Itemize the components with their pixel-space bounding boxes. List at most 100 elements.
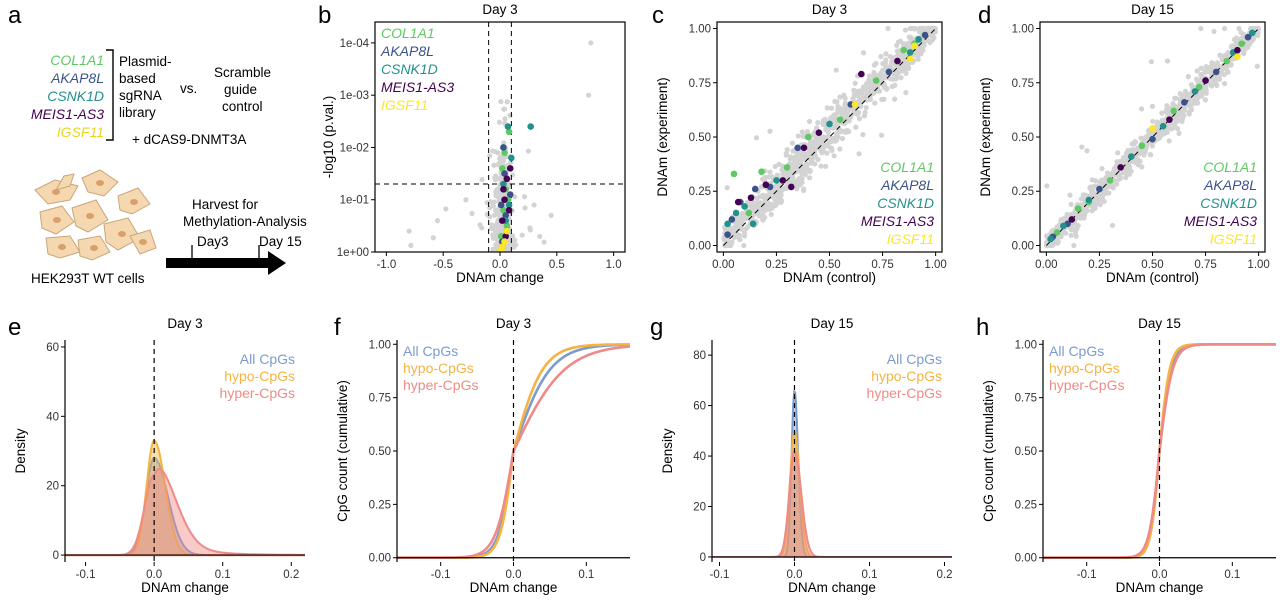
y-tick-label-c: 1.00 [689, 24, 711, 36]
background-point [812, 161, 818, 167]
x-tick-label-h: 0.0 [1152, 569, 1168, 581]
background-point [792, 160, 798, 166]
legend-item-akap8l: AKAP8L [1203, 177, 1257, 193]
background-point [1138, 106, 1145, 112]
background-point [866, 77, 872, 83]
background-point [1195, 100, 1201, 106]
background-point [1211, 63, 1217, 70]
data-point-csnk1d [773, 177, 780, 184]
y-axis-label-h: CpG count (cumulative) [981, 380, 996, 522]
background-point [908, 25, 914, 32]
data-point-csnk1d [1085, 196, 1093, 204]
x-tick-label-e: 0.2 [283, 569, 299, 581]
background-point [1160, 131, 1166, 137]
density-area-all-cpgs [712, 389, 952, 558]
y-tick-label-e: 20 [46, 481, 59, 493]
data-point-csnk1d [724, 220, 731, 228]
background-point [1176, 130, 1182, 136]
background-point [867, 85, 873, 91]
y-tick-label-d: 0.25 [1012, 186, 1034, 198]
background-point [1084, 148, 1090, 154]
series-b-igsf11 [497, 227, 511, 252]
background-point [734, 231, 741, 237]
data-point-csnk1d [500, 180, 507, 188]
background-point [469, 210, 475, 217]
data-point-col1a1 [1138, 142, 1146, 149]
background-point [488, 199, 494, 205]
background-point [789, 140, 796, 146]
background-point [832, 138, 838, 144]
data-point-akap8l [502, 212, 509, 219]
background-point [1070, 226, 1076, 232]
background-point [498, 98, 504, 105]
legend-item-hyper-cpgs: hyper-CpGs [867, 385, 942, 401]
y-tick-label-h: 0.00 [1015, 553, 1037, 565]
data-point-akap8l [501, 170, 508, 177]
background-point [739, 210, 746, 217]
background-point [1092, 195, 1098, 201]
legend-item-igsf11: IGSF11 [1210, 231, 1257, 247]
background-point [795, 152, 801, 159]
background-point [508, 159, 514, 166]
background-point [832, 98, 838, 104]
data-point-col1a1 [1170, 107, 1178, 115]
background-point [818, 163, 824, 169]
data-point-col1a1 [498, 165, 506, 172]
background-point [1093, 178, 1099, 184]
background-point [1149, 103, 1156, 109]
dcas9-label: + dCAS9-DNMT3A [132, 132, 246, 147]
background-point [810, 154, 816, 160]
data-point-col1a1 [500, 206, 507, 214]
background-point [883, 65, 889, 71]
background-point [490, 203, 496, 209]
background-point [730, 231, 736, 237]
background-point [768, 211, 774, 217]
data-point-akap8l [1212, 68, 1220, 76]
plot-area-h [1043, 340, 1276, 562]
data-point-csnk1d [915, 36, 922, 43]
background-point [767, 128, 773, 134]
background-point [1058, 216, 1064, 223]
legend-item-col1a1: COL1A1 [1203, 159, 1257, 175]
background-point [829, 114, 835, 120]
chart-title-g: Day 15 [811, 316, 854, 331]
data-point-csnk1d [527, 123, 534, 130]
data-point-col1a1 [501, 149, 508, 156]
data-point-csnk1d [1159, 122, 1167, 130]
y-tick-label-g: 40 [693, 451, 706, 463]
background-point [1144, 133, 1150, 139]
y-tick-label-e: 40 [46, 411, 59, 423]
y-axis-label-d: DNAm (experiment) [978, 77, 993, 196]
data-point-csnk1d [504, 123, 512, 130]
background-point [1164, 58, 1171, 64]
data-point-akap8l [1181, 98, 1188, 106]
diagonal-line-d [1046, 28, 1259, 246]
background-point [837, 94, 843, 100]
background-point [495, 237, 501, 243]
plot-area-d [1043, 25, 1261, 249]
background-point [1148, 59, 1154, 65]
series-d-igsf11 [1149, 53, 1241, 132]
background-point [836, 104, 842, 111]
background-point [1083, 208, 1089, 215]
background-point [1186, 111, 1192, 117]
background-point [733, 221, 739, 227]
chart-title-f: Day 3 [496, 316, 531, 331]
y-tick-label-d: 0.75 [1012, 78, 1034, 90]
data-point-col1a1 [1223, 57, 1231, 65]
background-point [891, 67, 897, 73]
plot-area-g [712, 340, 952, 562]
background-point [757, 194, 763, 200]
background-point [1219, 57, 1225, 63]
background-point [1126, 168, 1132, 174]
y-tick-label-c: 0.75 [689, 78, 711, 90]
y-axis-label-f: CpG count (cumulative) [335, 380, 350, 522]
y-tick-label-d: 0.00 [1012, 240, 1034, 252]
background-point [406, 228, 412, 234]
background-point [807, 168, 813, 174]
data-point-meis1-as3 [1202, 77, 1209, 84]
background-point [790, 167, 797, 174]
background-point [1089, 189, 1095, 195]
data-point-csnk1d [1191, 88, 1199, 95]
